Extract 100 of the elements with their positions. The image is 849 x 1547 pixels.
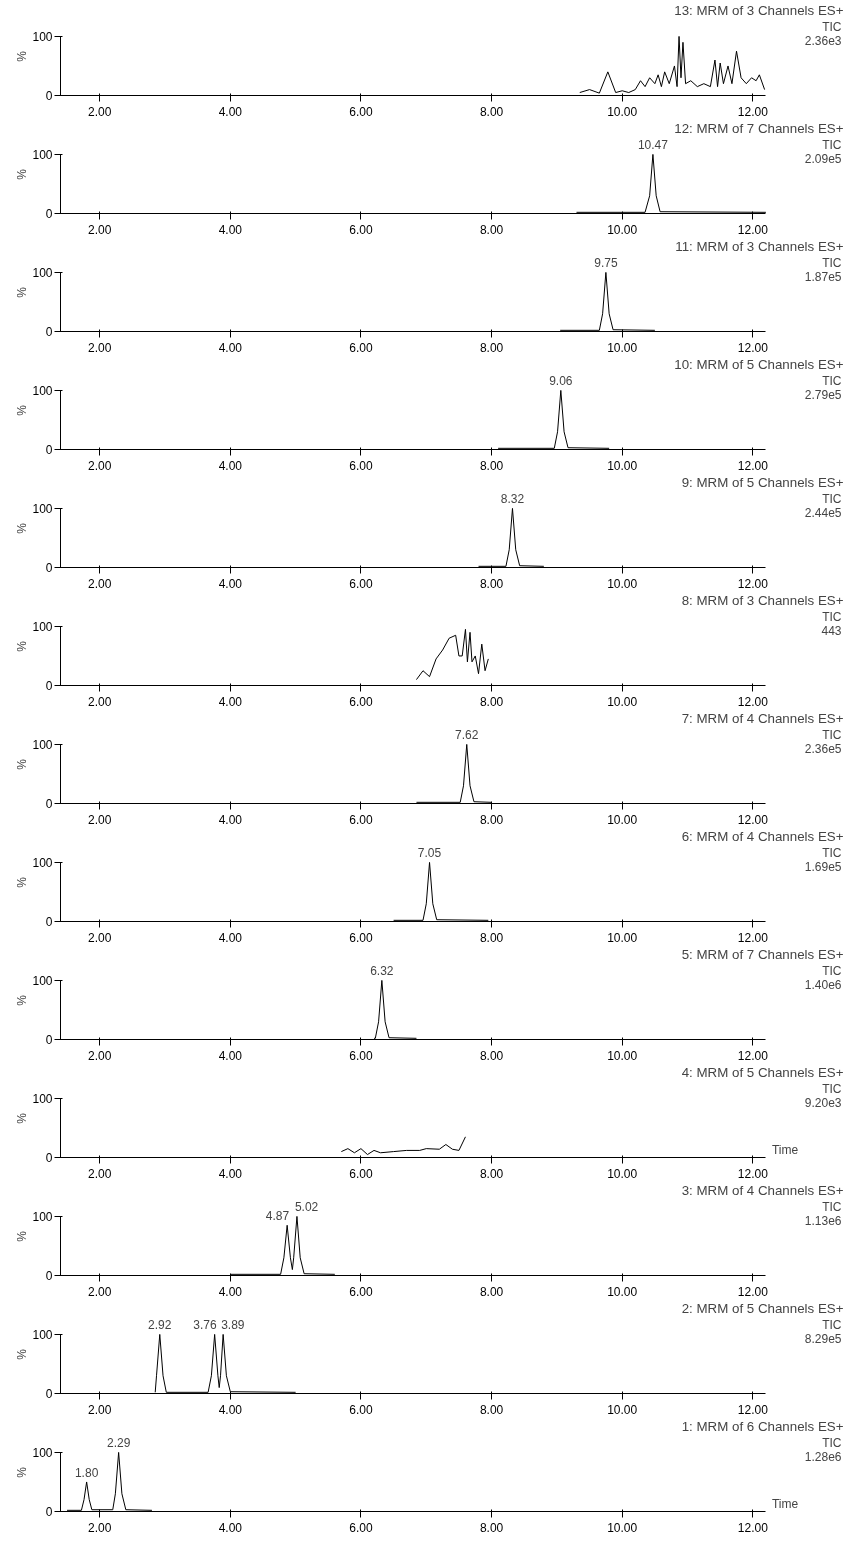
x-tick-label: 4.00	[218, 1166, 243, 1181]
y-tick-label: 100	[32, 1091, 53, 1106]
chart-title: 6: MRM of 4 Channels ES+	[681, 828, 844, 844]
text: TIC	[822, 19, 842, 34]
x-tick-label: 4.00	[218, 104, 243, 119]
text: 8.29e5	[804, 1331, 842, 1346]
text: TIC	[822, 845, 842, 860]
text: TIC	[822, 255, 842, 270]
y-axis-title: %	[15, 1466, 30, 1478]
y-axis-title: %	[15, 50, 30, 62]
chart-title: 7: MRM of 4 Channels ES+	[681, 710, 844, 726]
chart-title: 8: MRM of 3 Channels ES+	[681, 592, 844, 608]
y-tick-label: 0	[45, 1033, 53, 1047]
x-tick-label: 4.00	[218, 458, 243, 473]
annotation: 3.76	[193, 1318, 217, 1333]
x-tick-label: 12.00	[737, 458, 769, 473]
y-tick-label: 100	[32, 855, 53, 870]
text: 2.36e3	[804, 33, 842, 48]
y-axis-title: %	[15, 286, 30, 298]
text: TIC	[822, 1081, 842, 1096]
y-axis-title: %	[15, 1348, 30, 1360]
x-tick-label: 4.00	[218, 812, 243, 827]
annotation: 9.75	[594, 256, 618, 271]
chart-title: 13: MRM of 3 Channels ES+	[674, 2, 844, 18]
x-tick-label: 8.00	[479, 1166, 504, 1181]
x-tick-label: 2.00	[88, 1402, 112, 1417]
annotation: 1.80	[74, 1465, 99, 1480]
x-tick-label: 12.00	[737, 104, 769, 119]
x-tick-label: 12.00	[737, 930, 769, 945]
x-tick-label: 2.00	[88, 222, 112, 237]
y-axis-title: %	[15, 758, 30, 770]
x-tick-label: 8.00	[479, 458, 504, 473]
x-tick-label: 8.00	[479, 340, 504, 355]
annotation: 7.05	[417, 846, 442, 861]
x-tick-label: 12.00	[737, 812, 769, 827]
x-tick-label: 4.00	[218, 930, 243, 945]
x-tick-label: 2.00	[88, 812, 112, 827]
y-tick-label: 0	[45, 1151, 53, 1165]
x-tick-label: 12.00	[737, 576, 769, 591]
x-tick-label: 6.00	[349, 1402, 373, 1417]
x-tick-label: 2.00	[88, 1048, 112, 1063]
x-tick-label: 6.00	[349, 694, 373, 709]
x-tick-label: 10.00	[607, 104, 638, 119]
y-tick-label: 0	[45, 679, 53, 693]
y-tick-label: 100	[32, 737, 53, 752]
x-tick-label: 12.00	[737, 1166, 769, 1181]
x-tick-label: 12.00	[737, 694, 769, 709]
y-tick-label: 100	[32, 1327, 53, 1342]
x-tick-label: 8.00	[479, 222, 504, 237]
x-tick-label: 10.00	[607, 458, 638, 473]
text: TIC	[822, 373, 842, 388]
text: 1.69e5	[804, 859, 842, 874]
x-tick-label: 12.00	[737, 1402, 769, 1417]
x-tick-label: 4.00	[218, 340, 243, 355]
x-tick-label: 8.00	[479, 1048, 504, 1063]
text: 1.28e6	[804, 1449, 842, 1464]
chart-title: 1: MRM of 6 Channels ES+	[681, 1418, 844, 1434]
x-tick-label: 2.00	[88, 576, 112, 591]
annotation: 7.62	[455, 728, 479, 743]
x-tick-label: 12.00	[737, 1048, 769, 1063]
annotation: 8.32	[500, 492, 525, 507]
chart-title: 4: MRM of 5 Channels ES+	[681, 1064, 844, 1080]
x-tick-label: 4.00	[218, 1048, 243, 1063]
x-tick-label: 2.00	[88, 930, 112, 945]
y-tick-label: 0	[45, 89, 53, 103]
x-tick-label: 4.00	[218, 1284, 243, 1299]
y-tick-label: 100	[32, 973, 53, 988]
y-axis-title: %	[15, 404, 30, 416]
y-tick-label: 100	[32, 265, 53, 280]
y-tick-label: 0	[45, 1505, 53, 1519]
chart-title: 12: MRM of 7 Channels ES+	[674, 120, 844, 136]
x-tick-label: 6.00	[349, 222, 373, 237]
y-axis-title: %	[15, 522, 30, 534]
x-tick-label: 10.00	[607, 222, 638, 237]
chart-title: 3: MRM of 4 Channels ES+	[681, 1182, 844, 1198]
chart-title: 10: MRM of 5 Channels ES+	[674, 356, 844, 372]
y-axis-title: %	[15, 1112, 30, 1124]
y-tick-label: 0	[45, 797, 53, 811]
x-tick-label: 6.00	[349, 340, 373, 355]
x-tick-label: 10.00	[607, 1284, 638, 1299]
y-axis-title: %	[15, 876, 30, 888]
x-tick-label: 4.00	[218, 576, 243, 591]
text: TIC	[822, 1317, 842, 1332]
y-tick-label: 100	[32, 619, 53, 634]
x-tick-label: 10.00	[607, 930, 638, 945]
x-tick-label: 4.00	[218, 1402, 243, 1417]
x-tick-label: 6.00	[349, 812, 373, 827]
text: TIC	[822, 727, 842, 742]
x-tick-label: 2.00	[88, 1284, 112, 1299]
x-tick-label: 4.00	[218, 222, 243, 237]
x-tick-label: 6.00	[349, 930, 373, 945]
y-tick-label: 0	[45, 325, 53, 339]
x-tick-label: 2.00	[88, 694, 112, 709]
x-tick-label: 6.00	[349, 1520, 373, 1535]
x-tick-label: 10.00	[607, 1402, 638, 1417]
y-axis-title: %	[15, 168, 30, 180]
annotation: 5.02	[294, 1200, 319, 1215]
text: 2.09e5	[804, 151, 842, 166]
x-tick-label: 12.00	[737, 1520, 769, 1535]
x-tick-label: 8.00	[479, 812, 504, 827]
